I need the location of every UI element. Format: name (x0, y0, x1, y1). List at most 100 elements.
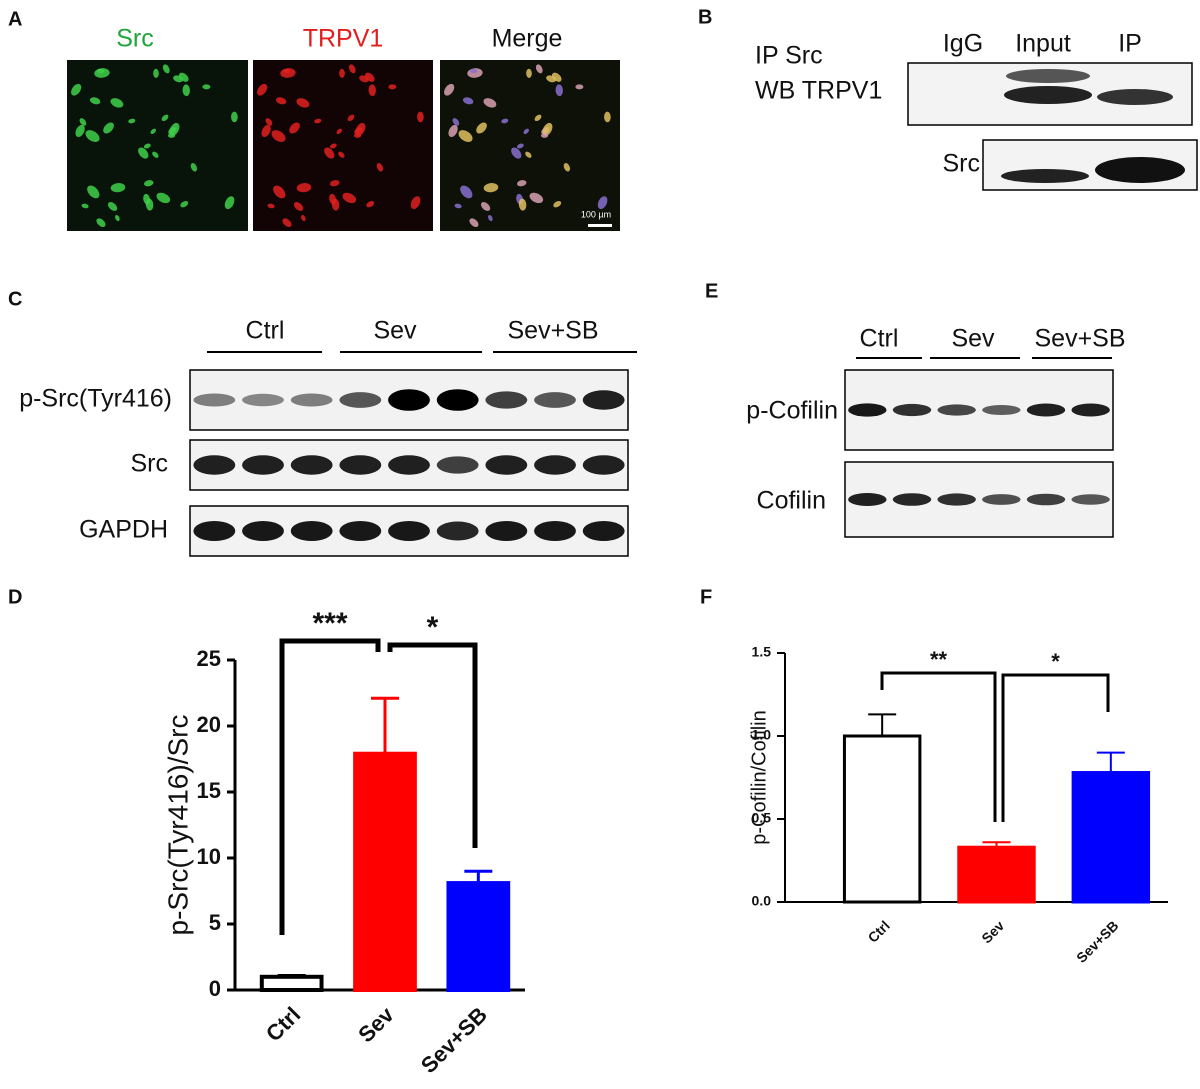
band (937, 404, 976, 416)
y-tick-label: 25 (197, 646, 221, 671)
panel-label: D (8, 586, 22, 608)
cell (115, 214, 120, 222)
cell (575, 84, 584, 90)
micrographs (67, 60, 620, 231)
cell (460, 185, 473, 199)
cell (261, 124, 271, 138)
band (892, 403, 932, 417)
cell (516, 143, 524, 149)
cell (293, 201, 304, 211)
cell (267, 203, 275, 209)
cell (156, 192, 171, 204)
group-label: Sev+SB (1034, 325, 1125, 353)
cell (452, 118, 460, 126)
group-label: Sev (373, 317, 417, 345)
bar (446, 881, 511, 993)
cell (529, 192, 544, 204)
band (339, 392, 382, 408)
band (1071, 494, 1110, 505)
band (1004, 86, 1092, 104)
cell (534, 114, 542, 122)
cell (355, 122, 366, 136)
band (1026, 493, 1066, 506)
y-axis-label: p-Src(Tyr416)/Src (162, 715, 193, 936)
cell (410, 196, 421, 210)
y-tick-label: 5 (209, 910, 221, 935)
blot-label: p-Cofilin (746, 397, 838, 425)
band (892, 493, 932, 506)
cell (525, 151, 532, 158)
cell (301, 214, 306, 222)
y-tick-label: 1.0 (752, 727, 772, 743)
row-label: IP Src (755, 42, 823, 70)
cell (470, 68, 478, 74)
y-tick-label: 20 (197, 712, 221, 737)
panel-label: E (705, 280, 718, 302)
significance-label: ** (930, 647, 948, 672)
band (937, 493, 976, 506)
group-label: Ctrl (246, 317, 285, 345)
band (582, 521, 625, 541)
cell (526, 68, 532, 78)
cell (190, 163, 198, 172)
cell (273, 185, 286, 199)
cell (483, 183, 499, 193)
band (485, 455, 528, 475)
cell (161, 114, 169, 122)
cell (336, 128, 342, 135)
band (1026, 403, 1066, 417)
cell (75, 124, 85, 138)
bar (259, 974, 324, 992)
significance-bracket (1001, 673, 1110, 822)
cell (224, 196, 235, 210)
cell (540, 133, 549, 138)
band (193, 455, 236, 475)
cell (348, 64, 356, 74)
cell (516, 180, 527, 187)
band (193, 393, 236, 407)
cell (150, 128, 156, 135)
cell (597, 196, 608, 210)
cell (518, 198, 527, 211)
blot-label: Cofilin (757, 487, 826, 515)
band (982, 404, 1021, 416)
cell (542, 122, 553, 136)
significance-bracket (387, 642, 478, 848)
cell (347, 114, 355, 122)
cell (152, 151, 159, 158)
cell (329, 180, 340, 187)
bar (353, 751, 417, 992)
cell (339, 68, 345, 78)
bar (957, 845, 1036, 904)
band (242, 455, 284, 475)
cell (182, 84, 190, 97)
cell (331, 198, 340, 211)
cell (145, 198, 154, 211)
cell (555, 84, 563, 97)
image-trpv1 (253, 60, 433, 231)
y-tick-label: 15 (197, 778, 221, 803)
cell (143, 143, 151, 149)
cell (283, 68, 291, 74)
cell (169, 122, 180, 136)
cell (289, 122, 300, 134)
cell (173, 75, 184, 83)
image-merge (440, 60, 620, 231)
y-tick-label: 0 (209, 976, 221, 1001)
band (534, 392, 576, 408)
channel-label: TRPV1 (303, 25, 384, 53)
group-label: Sev+SB (507, 317, 598, 345)
cell (85, 130, 100, 143)
band (388, 521, 430, 541)
panel-label: B (698, 6, 712, 28)
cell (469, 218, 479, 228)
cell (338, 151, 345, 158)
significance-label: * (427, 611, 439, 644)
cell (79, 118, 87, 126)
significance-label: *** (312, 607, 347, 640)
band (436, 456, 479, 474)
cell (376, 163, 384, 172)
band (534, 521, 576, 541)
blot (844, 369, 1114, 451)
